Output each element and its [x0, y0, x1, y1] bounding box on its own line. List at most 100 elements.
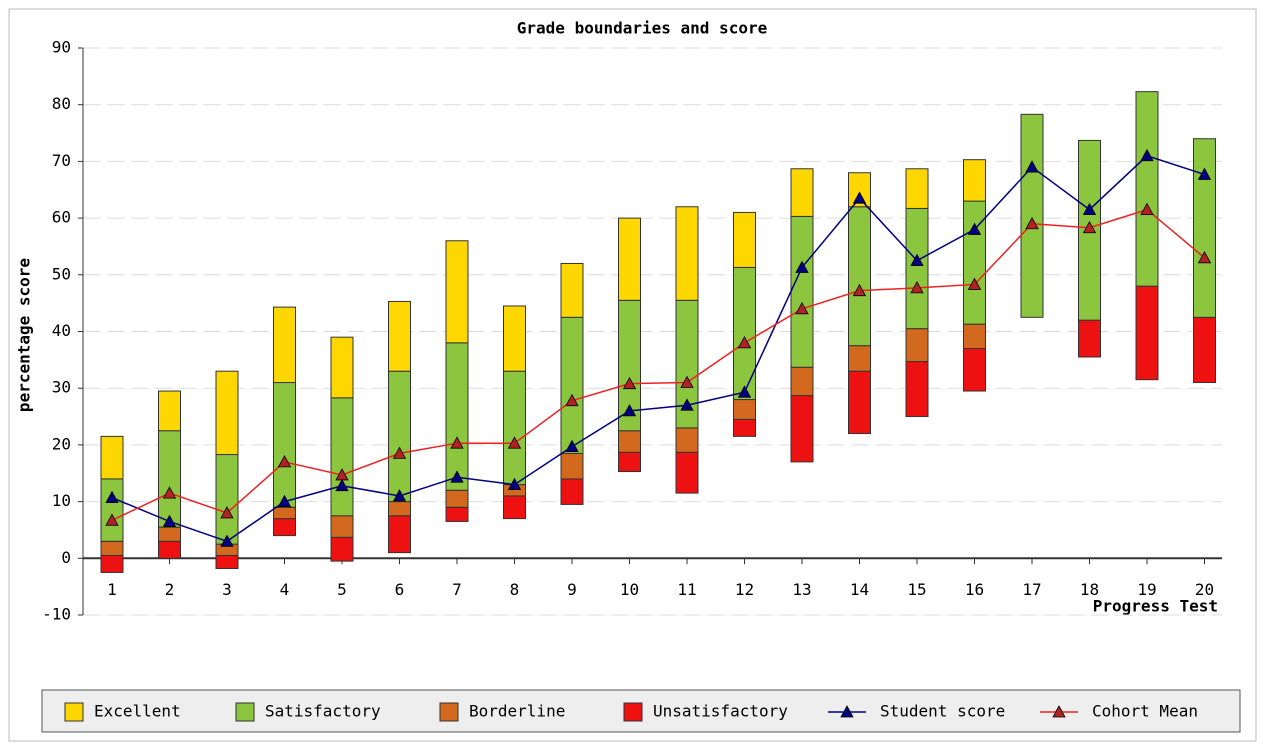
legend-marker [840, 705, 854, 718]
legend-swatch [623, 702, 643, 722]
bar-segment [215, 554, 239, 570]
bar-segment [560, 452, 584, 480]
bar-segment [848, 206, 871, 347]
bar-segment [675, 427, 699, 453]
bar-segment [1135, 285, 1159, 381]
x-tick-label: 3 [222, 580, 232, 599]
y-tick-label: 70 [52, 151, 71, 170]
line-marker [910, 281, 924, 294]
bar-segment [790, 366, 814, 397]
bar-segment [905, 168, 929, 209]
line-marker [1197, 167, 1212, 180]
bar-segment [503, 305, 526, 372]
bar-segment [158, 526, 181, 542]
bar-segment [560, 262, 584, 318]
line-marker [277, 455, 292, 468]
bar-segment [1020, 113, 1044, 318]
y-tick-label: 30 [52, 378, 71, 397]
bar-segment [733, 266, 756, 401]
line-marker [795, 301, 809, 315]
line-marker [1082, 220, 1097, 234]
bar-segment [445, 342, 469, 491]
bar-segment [388, 515, 411, 554]
y-tick-label: 20 [52, 434, 71, 453]
bar-segment [1193, 316, 1216, 384]
bar-segment [330, 397, 354, 517]
line-marker [277, 494, 292, 508]
line-marker [1140, 202, 1154, 215]
bar-segment [733, 399, 756, 420]
line-marker [162, 486, 177, 499]
line-marker [852, 283, 867, 297]
line-marker [737, 385, 752, 398]
legend-swatch [64, 702, 84, 722]
bar-segment [215, 454, 239, 545]
line-marker [1140, 148, 1154, 162]
bar-segment [905, 361, 929, 418]
x-axis-label: Progress Test [1093, 597, 1218, 616]
line-marker [967, 222, 982, 235]
legend-label: Satisfactory [265, 702, 381, 721]
bar-segment [848, 345, 871, 372]
line-marker [1197, 250, 1212, 264]
bar-segment [158, 540, 181, 559]
legend-label: Cohort Mean [1092, 702, 1198, 721]
bar-segment [388, 370, 411, 503]
x-tick-label: 6 [395, 580, 405, 599]
line [111, 154, 1205, 543]
x-tick-label: 14 [850, 580, 869, 599]
line-marker [1025, 216, 1039, 230]
line-marker [967, 277, 982, 290]
bar-segment [445, 240, 469, 344]
bar-segment [273, 306, 296, 384]
bar-segment [790, 215, 814, 368]
line-marker [565, 439, 579, 453]
x-tick-label: 11 [677, 580, 696, 599]
x-tick-label: 13 [792, 580, 811, 599]
bar-segment [963, 323, 986, 350]
bar-segment [963, 348, 986, 392]
x-tick-label: 15 [907, 580, 926, 599]
bar-segment [1193, 138, 1216, 318]
y-axis-label: percentage score [15, 258, 34, 412]
bar-segment [618, 217, 641, 301]
bar-segment [388, 300, 411, 372]
line-marker [1082, 202, 1097, 215]
x-tick-label: 17 [1022, 580, 1041, 599]
bar-segment [905, 328, 929, 363]
bar-segment [503, 370, 526, 486]
bar-segment [330, 536, 354, 562]
bar-segment [1135, 91, 1159, 287]
line-marker [1025, 160, 1039, 173]
legend-swatch [235, 702, 255, 722]
x-tick-label: 2 [165, 580, 175, 599]
bar-segment [330, 515, 354, 538]
x-tick-label: 7 [452, 580, 462, 599]
line-marker [335, 478, 349, 492]
bar-segment [560, 316, 584, 454]
x-tick-label: 1 [107, 580, 117, 599]
legend-marker [1052, 705, 1066, 718]
line-marker [565, 393, 579, 407]
line-marker [162, 514, 177, 527]
legend-label: Unsatisfactory [653, 702, 788, 721]
legend-label: Excellent [94, 702, 181, 721]
y-tick-label: -10 [42, 605, 71, 624]
line-marker [507, 436, 522, 449]
bar-segment [790, 168, 814, 217]
line-marker [105, 490, 119, 504]
line-marker [737, 336, 752, 349]
bar-segment [963, 159, 986, 202]
bar-segment [158, 430, 181, 528]
y-tick-label: 10 [52, 491, 71, 510]
bar-segment [675, 206, 699, 301]
y-tick-label: 90 [52, 38, 71, 57]
bar-segment [445, 489, 469, 508]
line-marker [622, 376, 637, 390]
x-tick-label: 20 [1195, 580, 1214, 599]
line-marker [450, 436, 464, 449]
y-tick-label: 80 [52, 94, 71, 113]
line-marker [910, 253, 924, 267]
line-marker [335, 468, 349, 481]
line-marker [392, 489, 407, 502]
